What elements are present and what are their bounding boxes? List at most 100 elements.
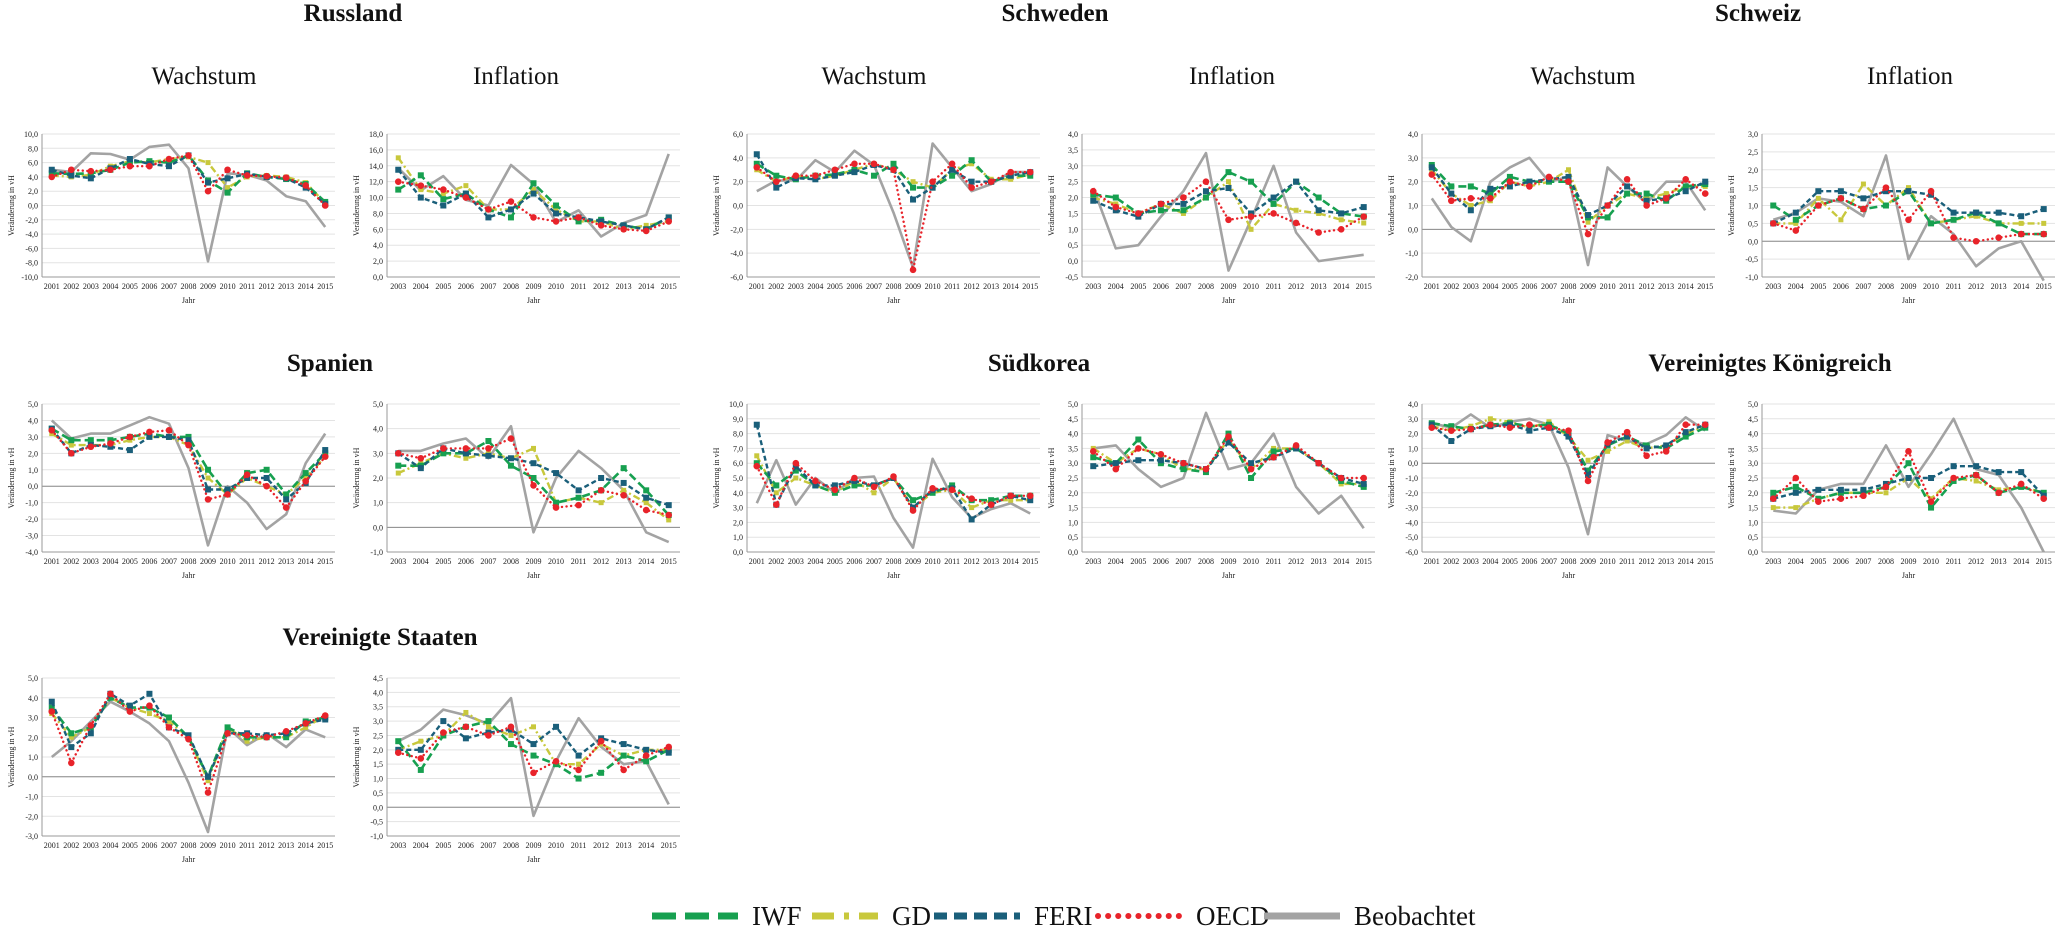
- x-tick-label: 2002: [1443, 282, 1459, 291]
- data-point-iwf: [1882, 202, 1889, 209]
- legend-label-iwf: IWF: [752, 900, 802, 931]
- data-point-gd: [2041, 220, 2047, 226]
- x-tick-label: 2004: [1482, 557, 1498, 566]
- x-tick-label: 2013: [1658, 557, 1674, 566]
- data-point-oecd: [417, 182, 425, 189]
- x-tick-label: 2010: [548, 841, 564, 850]
- data-point-oecd: [1467, 195, 1475, 202]
- x-tick-label: 2008: [503, 557, 519, 566]
- data-point-gd: [1361, 220, 1367, 226]
- y-tick-label: 4,0: [1408, 130, 1418, 139]
- y-tick-label: 0,0: [373, 273, 383, 282]
- y-tick-label: 3,0: [1068, 459, 1078, 468]
- x-tick-label: 2002: [63, 557, 79, 566]
- data-point-oecd: [263, 733, 270, 741]
- x-tick-label: 2007: [161, 841, 177, 850]
- data-point-oecd: [302, 477, 310, 485]
- data-point-iwf: [1448, 183, 1455, 190]
- data-point-feri: [48, 166, 55, 173]
- chart-schweden-inflation: -0,5 0,0 0,5 1,0 1,5 2,0 2,5 3,0 3,5 4,0 2003 2004 2…: [1047, 130, 1375, 305]
- y-tick-label: 2,0: [1408, 430, 1418, 439]
- data-point-oecd: [1007, 492, 1014, 500]
- data-point-oecd: [126, 433, 134, 441]
- data-point-gd: [1793, 220, 1799, 226]
- x-tick-label: 2007: [1175, 557, 1191, 566]
- x-tick-label: 2003: [390, 557, 406, 566]
- data-point-oecd: [948, 486, 956, 494]
- series-line-beobachtet: [756, 142, 1031, 269]
- data-point-oecd: [1292, 219, 1300, 227]
- data-point-feri: [1860, 486, 1867, 493]
- data-point-gd: [531, 187, 536, 193]
- data-point-feri: [530, 741, 537, 748]
- data-point-oecd: [87, 167, 95, 175]
- data-point-oecd: [394, 178, 402, 185]
- data-point-iwf: [1905, 460, 1912, 467]
- x-tick-label: 2012: [1968, 282, 1984, 291]
- data-point-oecd: [243, 731, 251, 739]
- data-point-gd: [1793, 505, 1799, 511]
- data-point-gd: [1180, 210, 1186, 216]
- data-point-iwf: [165, 159, 172, 166]
- data-point-feri: [620, 741, 627, 748]
- data-point-oecd: [1360, 213, 1368, 220]
- x-tick-label: 2006: [458, 557, 474, 566]
- data-point-iwf: [205, 466, 212, 473]
- data-point-gd: [2018, 220, 2024, 226]
- x-axis-label: Jahr: [1902, 571, 1916, 580]
- data-point-oecd: [968, 184, 975, 191]
- x-tick-label: 2010: [220, 557, 236, 566]
- y-tick-label: 4,0: [28, 416, 38, 425]
- data-point-iwf: [68, 730, 75, 737]
- y-tick-label: 3,0: [28, 433, 38, 442]
- data-point-oecd: [1972, 471, 1980, 479]
- x-tick-label: 2009: [1580, 557, 1596, 566]
- data-point-oecd: [665, 218, 673, 225]
- x-tick-label: 2006: [1521, 557, 1537, 566]
- data-point-gd: [969, 505, 975, 511]
- data-point-feri: [462, 190, 469, 197]
- data-point-feri: [968, 178, 975, 185]
- x-tick-label: 2006: [1153, 557, 1169, 566]
- data-point-feri: [1928, 475, 1935, 481]
- data-point-gd: [205, 778, 211, 784]
- data-point-feri: [575, 487, 582, 494]
- data-point-iwf: [224, 724, 231, 731]
- y-tick-label: 6,0: [373, 225, 383, 234]
- data-point-feri: [507, 455, 514, 462]
- data-point-feri: [1792, 489, 1799, 496]
- x-tick-label: 2006: [141, 557, 157, 566]
- x-tick-label: 2001: [44, 557, 60, 566]
- y-tick-label: -2,0: [25, 216, 38, 225]
- data-point-oecd: [642, 227, 650, 235]
- data-point-oecd: [1526, 421, 1533, 429]
- data-point-feri: [2018, 469, 2025, 476]
- x-axis-label: Jahr: [1562, 296, 1576, 305]
- data-point-iwf: [575, 775, 582, 782]
- data-point-oecd: [909, 507, 917, 514]
- data-point-oecd: [870, 483, 878, 491]
- data-point-oecd: [1007, 168, 1014, 176]
- x-tick-label: 2015: [317, 841, 333, 850]
- data-point-oecd: [792, 172, 800, 180]
- data-point-feri: [126, 156, 133, 163]
- y-tick-label: 6,0: [28, 159, 38, 168]
- data-point-feri: [1624, 183, 1631, 190]
- data-point-feri: [395, 166, 402, 173]
- data-point-oecd: [530, 482, 537, 489]
- data-point-iwf: [1270, 448, 1277, 455]
- chart-schweiz-inflation: -1,0 -0,5 0,0 0,5 1,0 1,5 2,0 2,5 3,0 2003 2004 200…: [1727, 130, 2055, 305]
- data-point-oecd: [1972, 237, 1980, 245]
- x-tick-label: 2011: [239, 557, 255, 566]
- data-point-oecd: [204, 187, 212, 195]
- data-point-feri: [1338, 210, 1345, 217]
- y-tick-label: 4,0: [373, 425, 383, 434]
- y-tick-label: 1,0: [1068, 518, 1078, 527]
- data-point-iwf: [165, 714, 172, 721]
- data-point-gd: [205, 160, 211, 166]
- data-point-oecd: [1089, 187, 1097, 195]
- subtitle-schweden-inflation: Inflation: [1188, 63, 1276, 90]
- x-tick-label: 2011: [1266, 557, 1282, 566]
- data-point-oecd: [485, 445, 492, 452]
- y-tick-label: 3,0: [1408, 415, 1418, 424]
